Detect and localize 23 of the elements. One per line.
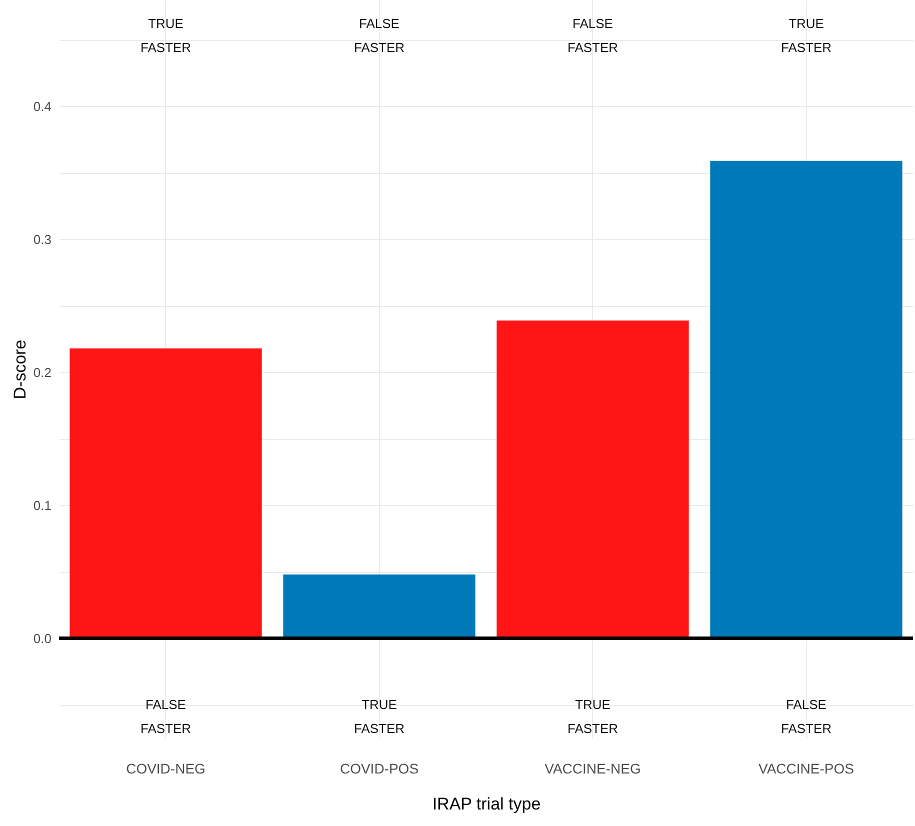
annotation: FALSE FASTER: [780, 697, 832, 736]
x-tick-label: COVID-POS: [340, 760, 419, 776]
bar: [496, 320, 689, 638]
bar: [70, 348, 262, 638]
x-tick-label: COVID-NEG: [126, 760, 206, 776]
annotation: FALSE FASTER: [354, 16, 405, 55]
annotation: TRUE FASTER: [567, 697, 618, 736]
y-tick-label: 0.3: [33, 232, 52, 247]
annotation: FALSE FASTER: [140, 697, 192, 736]
bar: [283, 574, 476, 638]
x-tick-label: VACCINE-NEG: [544, 760, 641, 776]
annotation: TRUE FASTER: [780, 16, 832, 55]
y-tick-label: 0.2: [33, 364, 52, 380]
y-tick-label: 0.0: [33, 630, 52, 646]
y-tick-label: 0.4: [33, 98, 52, 114]
annotation: FALSE FASTER: [567, 16, 618, 55]
bar: [710, 160, 902, 638]
x-axis-title: IRAP trial type: [432, 794, 541, 814]
y-tick-label: 0.1: [33, 498, 52, 513]
annotation: TRUE FASTER: [140, 16, 192, 55]
y-axis-title: D-score: [10, 340, 30, 400]
x-tick-label: VACCINE-POS: [758, 760, 854, 776]
annotation: TRUE FASTER: [354, 697, 405, 736]
